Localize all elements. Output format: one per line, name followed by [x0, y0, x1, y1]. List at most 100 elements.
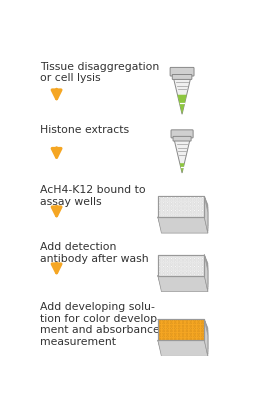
Ellipse shape [178, 271, 179, 272]
Ellipse shape [197, 271, 199, 272]
Ellipse shape [178, 333, 179, 334]
Polygon shape [203, 196, 207, 233]
Ellipse shape [193, 205, 195, 206]
Polygon shape [157, 340, 207, 351]
Ellipse shape [178, 207, 179, 209]
Ellipse shape [158, 268, 160, 270]
Ellipse shape [166, 268, 168, 270]
Ellipse shape [181, 271, 183, 272]
Ellipse shape [162, 202, 164, 203]
Ellipse shape [189, 212, 191, 214]
Polygon shape [157, 340, 207, 349]
Ellipse shape [170, 336, 172, 337]
Ellipse shape [193, 274, 195, 275]
Ellipse shape [193, 258, 195, 259]
Ellipse shape [166, 212, 168, 214]
Ellipse shape [173, 325, 176, 326]
Ellipse shape [170, 328, 172, 329]
Ellipse shape [162, 212, 164, 214]
Ellipse shape [158, 330, 160, 332]
Ellipse shape [193, 333, 195, 334]
Ellipse shape [185, 338, 187, 340]
Ellipse shape [166, 197, 168, 198]
Polygon shape [173, 79, 190, 114]
Ellipse shape [158, 210, 160, 211]
Ellipse shape [173, 255, 176, 257]
Ellipse shape [162, 260, 164, 262]
Ellipse shape [173, 202, 176, 203]
Ellipse shape [166, 330, 168, 332]
FancyBboxPatch shape [172, 74, 191, 80]
Ellipse shape [162, 197, 164, 198]
Ellipse shape [170, 325, 172, 326]
Ellipse shape [158, 328, 160, 329]
Ellipse shape [158, 215, 160, 216]
Ellipse shape [173, 268, 176, 270]
Ellipse shape [189, 266, 191, 267]
Ellipse shape [178, 268, 179, 270]
Ellipse shape [173, 212, 176, 214]
Ellipse shape [189, 336, 191, 337]
Ellipse shape [166, 255, 168, 257]
Ellipse shape [201, 215, 203, 216]
Ellipse shape [189, 205, 191, 206]
Ellipse shape [170, 271, 172, 272]
Ellipse shape [185, 263, 187, 264]
Ellipse shape [201, 255, 203, 257]
Ellipse shape [181, 333, 183, 334]
Ellipse shape [170, 260, 172, 262]
Ellipse shape [193, 202, 195, 203]
Ellipse shape [173, 197, 176, 198]
Ellipse shape [193, 197, 195, 198]
Polygon shape [157, 196, 203, 217]
Ellipse shape [197, 260, 199, 262]
Ellipse shape [181, 207, 183, 209]
Ellipse shape [170, 258, 172, 259]
Ellipse shape [193, 215, 195, 216]
Ellipse shape [197, 330, 199, 332]
Ellipse shape [158, 202, 160, 203]
Ellipse shape [178, 255, 179, 257]
Ellipse shape [170, 199, 172, 201]
Ellipse shape [162, 266, 164, 267]
Ellipse shape [201, 212, 203, 214]
Ellipse shape [162, 210, 164, 211]
Ellipse shape [193, 199, 195, 201]
Ellipse shape [158, 325, 160, 326]
Ellipse shape [185, 202, 187, 203]
Ellipse shape [185, 199, 187, 201]
Ellipse shape [193, 330, 195, 332]
Ellipse shape [170, 333, 172, 334]
Ellipse shape [170, 207, 172, 209]
Ellipse shape [166, 215, 168, 216]
Ellipse shape [162, 199, 164, 201]
Ellipse shape [166, 338, 168, 340]
Ellipse shape [166, 260, 168, 262]
Ellipse shape [162, 330, 164, 332]
Ellipse shape [197, 212, 199, 214]
Ellipse shape [189, 210, 191, 211]
Ellipse shape [201, 207, 203, 209]
Ellipse shape [166, 336, 168, 337]
Ellipse shape [197, 215, 199, 216]
Polygon shape [157, 340, 207, 354]
Ellipse shape [178, 274, 179, 275]
Polygon shape [203, 196, 207, 226]
Ellipse shape [197, 338, 199, 340]
Ellipse shape [181, 320, 183, 321]
Ellipse shape [173, 266, 176, 267]
Ellipse shape [181, 322, 183, 324]
Ellipse shape [189, 333, 191, 334]
Ellipse shape [158, 263, 160, 264]
Ellipse shape [166, 207, 168, 209]
Ellipse shape [178, 199, 179, 201]
Polygon shape [203, 319, 207, 356]
Ellipse shape [166, 322, 168, 324]
Ellipse shape [178, 320, 179, 321]
Ellipse shape [197, 258, 199, 259]
Ellipse shape [158, 274, 160, 275]
Ellipse shape [170, 197, 172, 198]
Ellipse shape [166, 210, 168, 211]
Ellipse shape [193, 268, 195, 270]
Polygon shape [157, 276, 207, 289]
